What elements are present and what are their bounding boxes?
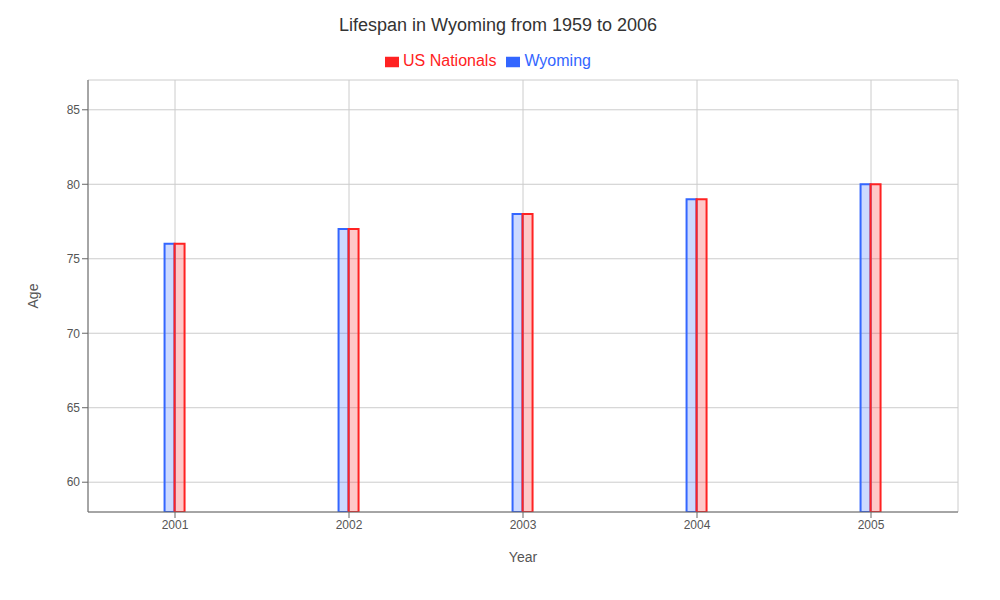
svg-text:70: 70 [67, 327, 81, 341]
html-text:Wyoming: Wyoming [524, 52, 591, 69]
svg-text:80: 80 [67, 178, 81, 192]
html-text:Lifespan in Wyoming from 1959: Lifespan in Wyoming from 1959 to 2006 [339, 15, 657, 35]
svg-text:2005: 2005 [858, 518, 885, 532]
svg-text:2002: 2002 [336, 518, 363, 532]
svg-text:75: 75 [67, 252, 81, 266]
svg-text:65: 65 [67, 401, 81, 415]
html-text:US Nationals: US Nationals [403, 52, 497, 69]
svg-text:Year: Year [509, 549, 538, 565]
svg-text:2001: 2001 [162, 518, 189, 532]
svg-text:60: 60 [67, 475, 81, 489]
svg-text:85: 85 [67, 103, 81, 117]
svg-text:2003: 2003 [510, 518, 537, 532]
svg-text:2004: 2004 [684, 518, 711, 532]
svg-text:Age: Age [25, 283, 41, 308]
